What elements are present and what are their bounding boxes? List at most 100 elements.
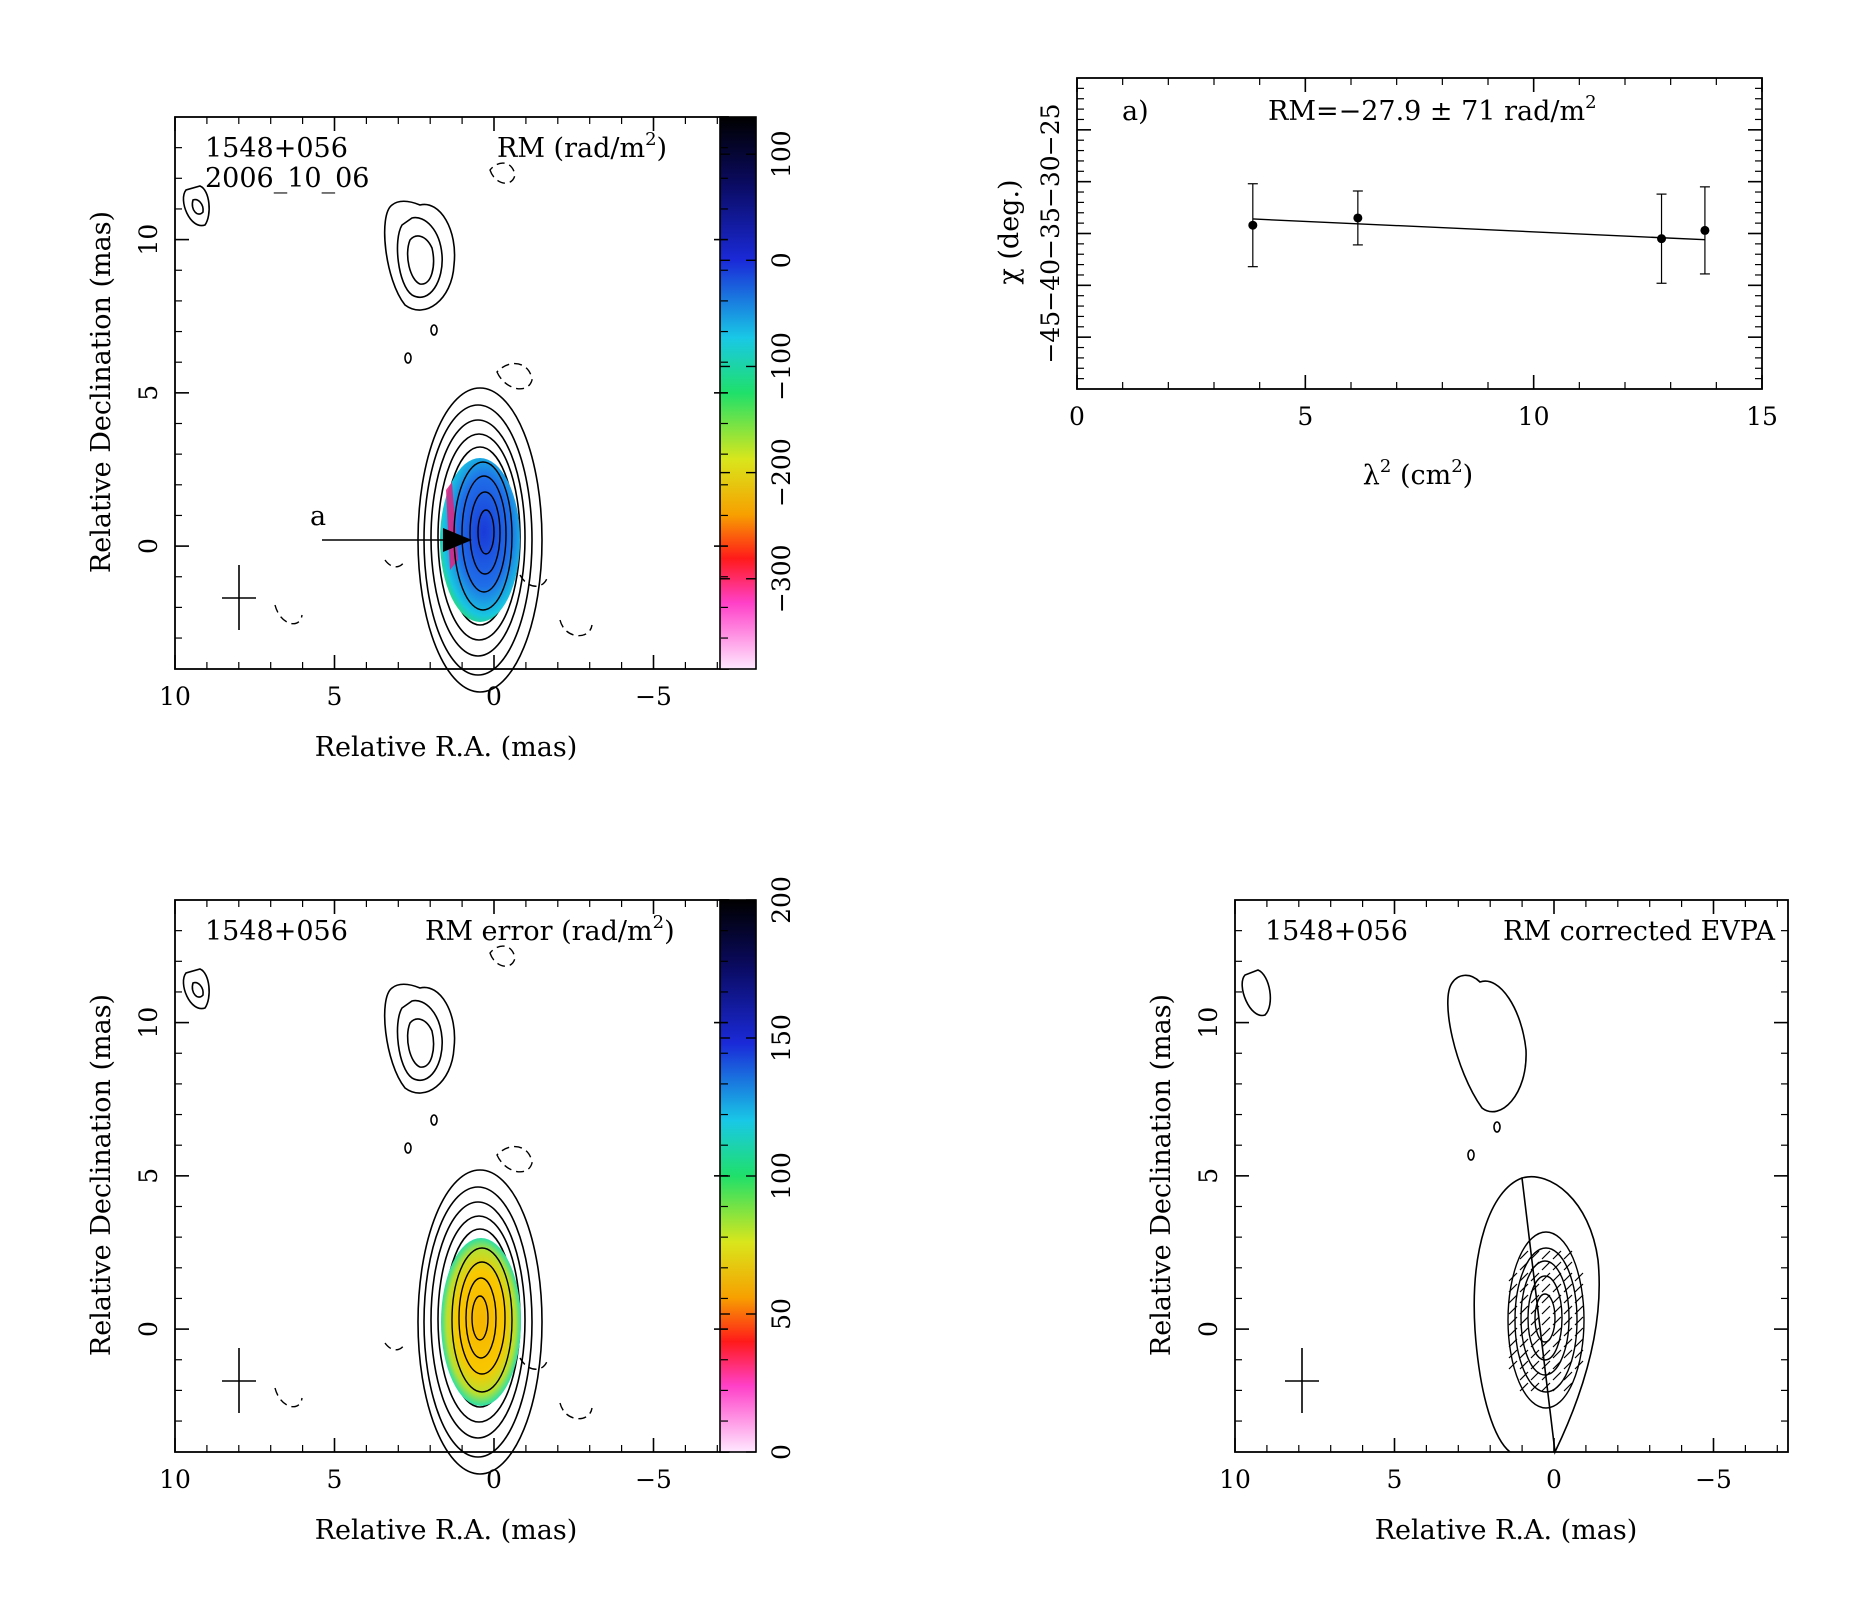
evpa-vector — [1563, 1272, 1573, 1282]
rm-fit-result: RM=−27.9 ± 71 rad/m2 — [1268, 92, 1597, 127]
evpa-vector — [1552, 1294, 1562, 1304]
fit-y-tick-label: −40 — [1036, 259, 1065, 312]
rm-map-y-ticks: 0 5 10 — [134, 147, 728, 639]
evpa-vector — [1563, 1294, 1573, 1304]
x-tick-label: 5 — [327, 682, 343, 711]
evpa-vector — [1574, 1283, 1584, 1293]
evpa-vector — [1530, 1349, 1540, 1359]
evpa-vector — [1563, 1261, 1573, 1271]
y-tick-label: 10 — [134, 1007, 163, 1039]
evpa-vector — [1563, 1327, 1573, 1337]
evpa-vector — [1563, 1338, 1573, 1348]
evpa-vector — [1530, 1261, 1540, 1271]
evpa-vector — [1530, 1371, 1540, 1381]
x-tick-label: −5 — [1695, 1465, 1732, 1494]
evpa-vector — [1541, 1316, 1551, 1326]
evpa-vector — [1519, 1338, 1529, 1348]
evpa-vector — [1552, 1283, 1562, 1293]
evpa-vector — [1541, 1305, 1551, 1315]
evpa-vector — [1541, 1360, 1551, 1370]
rm-map-jet-contours — [182, 185, 456, 364]
evpa-vector — [1563, 1382, 1573, 1392]
rm-error-jet-contours — [182, 968, 456, 1154]
evpa-vector — [1508, 1349, 1518, 1359]
rm-error-panel: 1548+056 RM error (rad/m2) 200150100500 … — [86, 876, 796, 1546]
rm-map-contours — [417, 387, 543, 693]
evpa-vector — [1541, 1294, 1551, 1304]
evpa-vector — [1541, 1327, 1551, 1337]
x-tick-label: 10 — [159, 682, 191, 711]
evpa-vector — [1530, 1327, 1540, 1337]
evpa-vector — [1552, 1261, 1562, 1271]
evpa-vector — [1508, 1338, 1518, 1348]
evpa-vector — [1574, 1316, 1584, 1326]
y-tick-label: 5 — [134, 1168, 163, 1184]
evpa-vector — [1574, 1327, 1584, 1337]
beam-cross-rm — [222, 565, 256, 630]
rm-fit-marks — [1247, 183, 1710, 284]
rm-map-marker-label: a — [310, 501, 326, 532]
rm-error-ylabel: Relative Declination (mas) — [86, 994, 117, 1356]
x-tick-label: 0 — [486, 1465, 502, 1494]
colorbar-tick-label: 100 — [767, 1152, 796, 1200]
rm-fit-panel: 0 5 10 15 −45−40−35−30−25 a) RM=−27.9 ± 71 r… — [994, 77, 1778, 491]
fit-x-tick-label: 5 — [1297, 402, 1313, 431]
data-point — [1248, 220, 1258, 230]
evpa-vector — [1541, 1349, 1551, 1359]
evpa-vector — [1519, 1272, 1529, 1282]
fit-line — [1252, 218, 1705, 241]
fit-y-tick-label: −30 — [1036, 155, 1065, 208]
x-tick-label: 10 — [159, 1465, 191, 1494]
colorbar-tick-label: −100 — [767, 332, 796, 401]
evpa-vector — [1563, 1305, 1573, 1315]
evpa-vector — [1530, 1283, 1540, 1293]
colorbar-tick-label: 200 — [767, 876, 796, 924]
evpa-vector — [1530, 1305, 1540, 1315]
evpa-vector — [1574, 1338, 1584, 1348]
evpa-y-ticks: 0 5 10 — [1194, 930, 1788, 1422]
evpa-vector — [1541, 1272, 1551, 1282]
evpa-vector — [1508, 1283, 1518, 1293]
evpa-vector — [1519, 1382, 1529, 1392]
fit-y-tick-label: −25 — [1036, 103, 1065, 156]
rm-error-label: RM error (rad/m2) — [425, 912, 675, 947]
data-point — [1657, 234, 1667, 244]
evpa-vector — [1519, 1316, 1529, 1326]
evpa-vector — [1530, 1250, 1540, 1260]
evpa-vector — [1530, 1382, 1540, 1392]
evpa-vector — [1508, 1360, 1518, 1370]
fit-x-tick-label: 0 — [1069, 402, 1085, 431]
x-tick-label: 0 — [1546, 1465, 1562, 1494]
evpa-vector — [1519, 1360, 1529, 1370]
beam-cross-evpa — [1285, 1348, 1319, 1413]
evpa-vector — [1552, 1338, 1562, 1348]
y-tick-label: 0 — [134, 1321, 163, 1337]
evpa-vector — [1530, 1272, 1540, 1282]
x-tick-label: −5 — [635, 682, 672, 711]
rm-error-contours — [417, 1169, 543, 1475]
x-tick-label: 0 — [486, 682, 502, 711]
evpa-vector — [1519, 1283, 1529, 1293]
rm-map-marker: a — [310, 501, 472, 552]
y-tick-label: 10 — [1194, 1007, 1223, 1039]
evpa-vector — [1563, 1371, 1573, 1381]
evpa-vector — [1541, 1382, 1551, 1392]
x-tick-label: 10 — [1219, 1465, 1251, 1494]
evpa-vector — [1563, 1283, 1573, 1293]
evpa-vector — [1552, 1250, 1562, 1260]
evpa-inner-contours — [1507, 1231, 1585, 1409]
evpa-vector — [1541, 1338, 1551, 1348]
evpa-vector — [1519, 1327, 1529, 1337]
rm-map-epoch: 2006_10_06 — [205, 163, 369, 194]
rm-fit-panel-tag: a) — [1122, 96, 1149, 127]
evpa-vector — [1574, 1294, 1584, 1304]
evpa-vector — [1563, 1360, 1573, 1370]
evpa-vector — [1519, 1349, 1529, 1359]
colorbar-tick-label: 0 — [767, 252, 796, 268]
colorbar-tick-label: −200 — [767, 438, 796, 507]
rm-map-panel: a 1548+056 2006_10_06 RM (rad/m2) 1000−1… — [86, 116, 796, 763]
beam-cross-error — [222, 1348, 256, 1413]
evpa-vector — [1530, 1360, 1540, 1370]
fit-x-tick-label: 15 — [1746, 402, 1778, 431]
